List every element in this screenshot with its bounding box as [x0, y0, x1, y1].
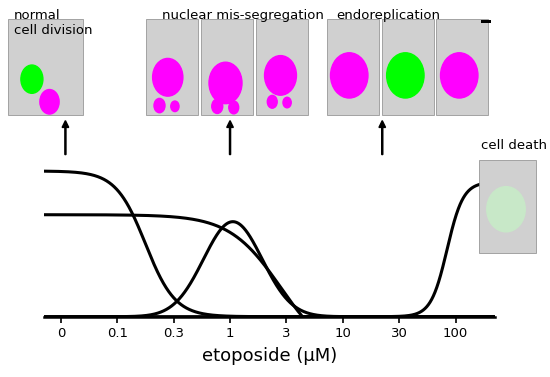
Text: normal
cell division: normal cell division — [14, 9, 92, 37]
X-axis label: etoposide (μM): etoposide (μM) — [202, 347, 337, 365]
Text: cell death: cell death — [481, 139, 547, 152]
Text: nuclear mis-segregation: nuclear mis-segregation — [162, 9, 324, 22]
Text: endoreplication: endoreplication — [337, 9, 441, 22]
